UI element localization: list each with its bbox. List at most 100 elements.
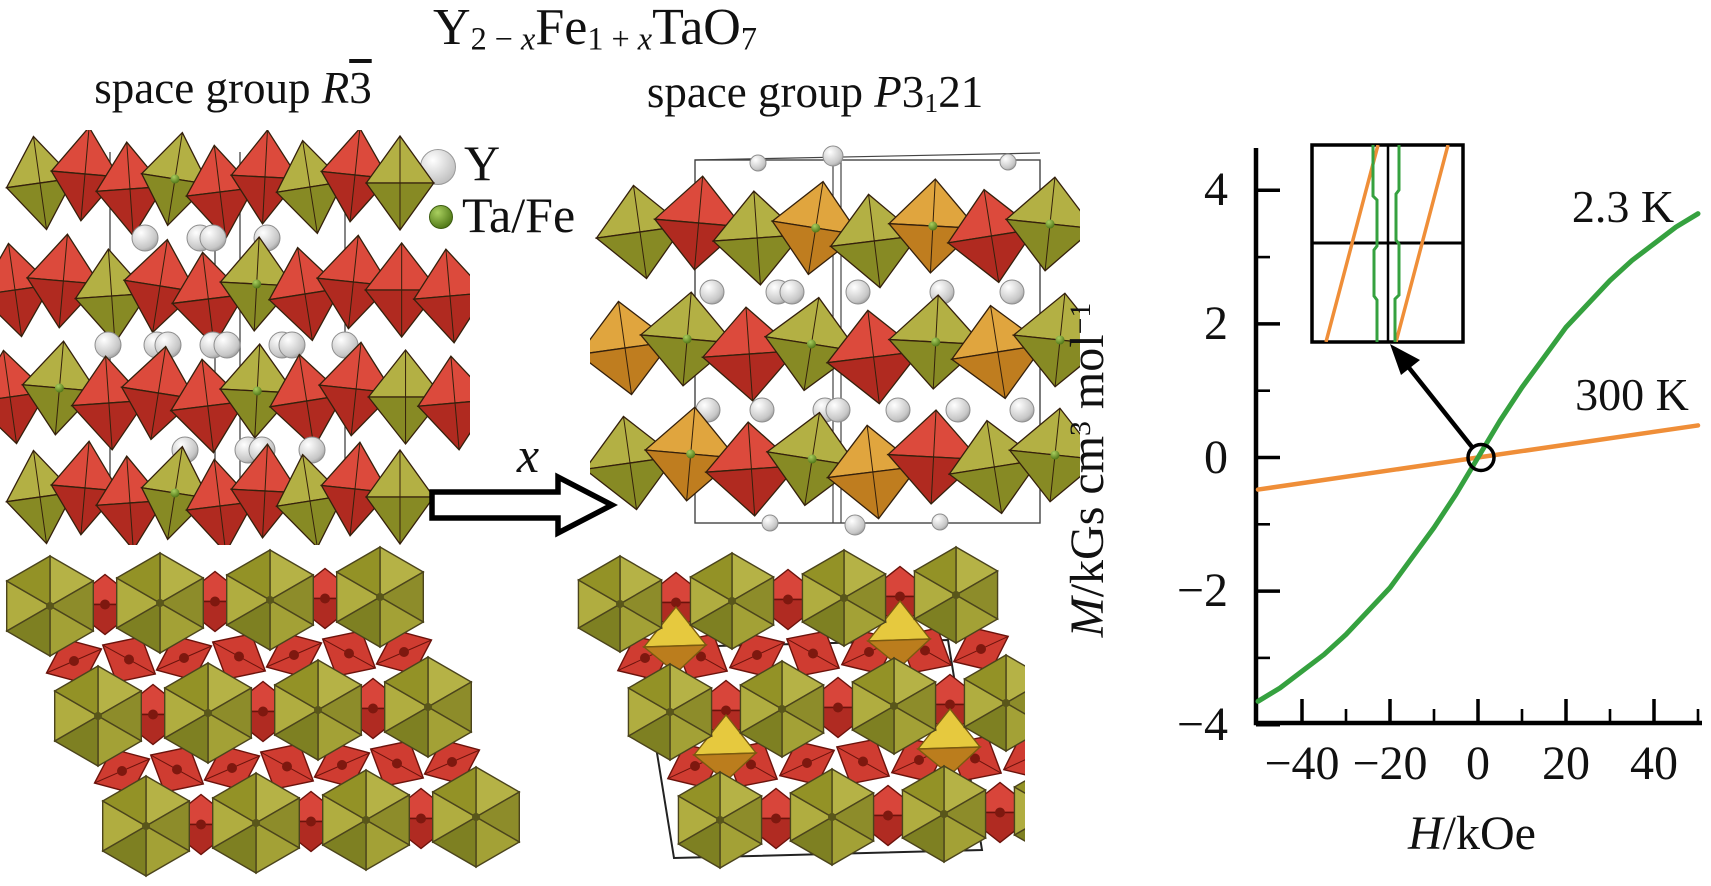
octahedron-top-view xyxy=(431,765,521,869)
y-tick-label: −2 xyxy=(1176,564,1228,618)
legend-label-y: Y xyxy=(464,135,501,191)
atom-sphere xyxy=(779,279,805,305)
octahedron xyxy=(1008,407,1080,503)
octahedron-top-view xyxy=(851,656,937,756)
atom-sphere xyxy=(199,224,227,252)
y-tick-label: −4 xyxy=(1176,697,1228,751)
y-tick-label: 4 xyxy=(1204,163,1228,217)
octahedron xyxy=(829,193,920,289)
transition-arrow-icon xyxy=(429,472,618,538)
octahedron-top-view xyxy=(789,767,875,867)
text-segment: M xyxy=(1061,597,1115,638)
atom-sphere xyxy=(749,154,767,172)
transition-x-label: x xyxy=(516,427,540,483)
crystal-structure-r3bar-figure xyxy=(0,130,470,545)
y-tick-label: 2 xyxy=(1204,296,1228,350)
octahedron-top-view xyxy=(689,551,775,651)
text-segment: 2 − xyxy=(470,20,522,57)
inset-zoom-content xyxy=(1312,145,1463,342)
atom-sphere xyxy=(298,436,326,464)
octahedron xyxy=(826,424,920,520)
red-bridge-top-view xyxy=(259,743,315,790)
atom-sphere xyxy=(1009,397,1035,423)
y-tick-label: 0 xyxy=(1204,430,1228,484)
tafe-atom-sphere-icon xyxy=(429,205,453,229)
red-bridge-top-view xyxy=(778,740,836,786)
octahedron-top-view xyxy=(53,664,143,768)
octahedron-top-view xyxy=(273,658,363,762)
octahedron xyxy=(946,188,1037,284)
text-segment: 3 xyxy=(1064,421,1098,436)
atom-sphere xyxy=(931,513,949,531)
octahedron-top-view xyxy=(913,545,999,645)
atom-sphere xyxy=(945,397,971,423)
octahedron-top-view xyxy=(627,662,713,762)
projection-r3bar-figure xyxy=(5,545,521,878)
octahedron xyxy=(267,246,343,342)
octahedron-top-view xyxy=(115,551,205,655)
text-segment: space group xyxy=(646,67,875,117)
octahedron xyxy=(765,411,859,507)
fe-tetrahedron-top-view xyxy=(916,707,982,776)
octahedron xyxy=(763,296,860,392)
text-segment: −1 xyxy=(1064,302,1098,335)
octahedron-top-view xyxy=(225,548,315,652)
octahedron-top-view xyxy=(677,770,763,870)
octahedron-top-view xyxy=(5,554,95,658)
text-segment: TaO xyxy=(652,0,741,56)
octahedron xyxy=(364,448,436,545)
text-segment: 1 xyxy=(924,87,939,119)
octahedron xyxy=(825,309,922,405)
text-segment: /kOe xyxy=(1442,807,1536,860)
octahedron xyxy=(229,442,301,540)
octahedron-top-view xyxy=(577,554,663,654)
text-segment: Fe xyxy=(535,0,588,56)
atom-sphere xyxy=(999,279,1025,305)
y-axis-title: M/kGs cm3 mol−1 xyxy=(1061,302,1115,638)
octahedron-top-view xyxy=(801,548,887,648)
text-segment: Y xyxy=(433,0,471,56)
atom-sphere xyxy=(213,331,241,359)
x-tick-label: 0 xyxy=(1466,737,1490,790)
atom-sphere xyxy=(845,279,871,305)
octahedron xyxy=(416,355,470,451)
text-segment: R xyxy=(321,63,350,113)
red-bridge-top-view xyxy=(785,630,841,677)
curve-label-2p3K: 2.3 K xyxy=(1571,181,1675,232)
octahedron-top-view xyxy=(321,768,411,872)
crystal-structure-p3121-figure xyxy=(590,145,1080,536)
red-bridge-top-view xyxy=(1002,734,1025,776)
text-segment: 3 xyxy=(901,67,925,117)
octahedron-top-view xyxy=(963,653,1025,753)
atom-sphere xyxy=(131,224,159,252)
octahedron-top-view xyxy=(211,771,301,875)
curve-label-300K: 300 K xyxy=(1575,369,1689,420)
octahedron xyxy=(1012,292,1080,388)
red-bridge-top-view xyxy=(952,626,1010,672)
x-tick-label: 20 xyxy=(1542,737,1590,790)
atom-sphere xyxy=(699,279,725,305)
octahedron-top-view xyxy=(901,764,987,864)
text-segment: H xyxy=(1408,807,1443,860)
text-segment: P xyxy=(874,67,902,117)
octahedron-top-view xyxy=(335,545,425,649)
space-group-right-label: space group P3121 xyxy=(647,68,983,119)
projection-p3121-figure xyxy=(577,545,1025,870)
x-tick-label: 40 xyxy=(1630,737,1678,790)
octahedron xyxy=(947,419,1041,515)
x-tick-label: −20 xyxy=(1352,737,1428,790)
x-axis-title: H/kOe xyxy=(1408,808,1536,860)
atom-sphere xyxy=(94,331,122,359)
text-segment: mol xyxy=(1061,334,1115,422)
text-segment: x xyxy=(521,20,536,57)
octahedron xyxy=(770,180,861,276)
atom-sphere xyxy=(885,397,911,423)
text-segment: 1 + xyxy=(587,20,638,57)
series-2p3K-curve xyxy=(1255,211,1701,704)
octahedron-top-view xyxy=(101,774,191,878)
red-bridge-top-view xyxy=(321,630,377,677)
octahedron xyxy=(364,134,436,232)
magnetization-chart xyxy=(1253,143,1702,727)
inset-pointer-arrowhead xyxy=(1390,344,1420,375)
